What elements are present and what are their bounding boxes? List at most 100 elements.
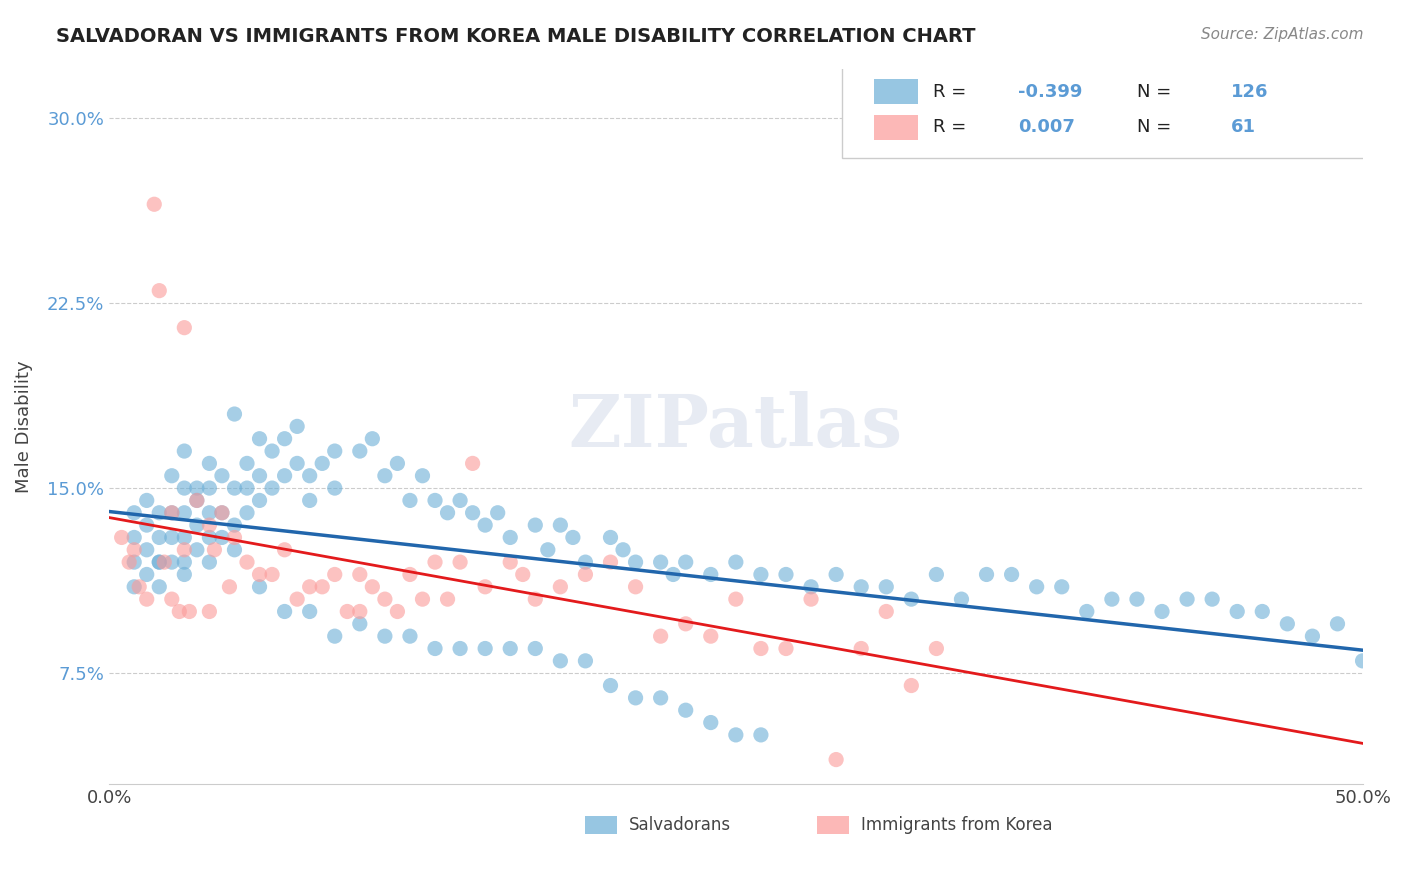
Y-axis label: Male Disability: Male Disability <box>15 360 32 492</box>
Point <box>236 457 259 471</box>
Point <box>273 468 295 483</box>
Point <box>323 481 346 495</box>
Point <box>1201 592 1223 607</box>
Point <box>775 641 797 656</box>
Point <box>724 592 747 607</box>
Point <box>851 580 873 594</box>
Point <box>198 531 221 545</box>
Text: R =: R = <box>932 119 972 136</box>
Point <box>724 728 747 742</box>
Point <box>374 629 396 643</box>
Point <box>273 432 295 446</box>
Point <box>900 679 922 693</box>
Point <box>800 592 823 607</box>
Point <box>599 555 621 569</box>
Point <box>285 457 308 471</box>
Point <box>160 506 183 520</box>
Point <box>423 641 446 656</box>
Bar <box>873 79 918 104</box>
Bar <box>585 816 617 834</box>
Point <box>399 567 422 582</box>
Point <box>374 468 396 483</box>
Point <box>700 715 723 730</box>
Point <box>537 542 560 557</box>
Point <box>574 654 596 668</box>
Point <box>749 641 772 656</box>
Point <box>1000 567 1022 582</box>
Point <box>1175 592 1198 607</box>
Point <box>925 641 948 656</box>
Point <box>148 531 170 545</box>
Point <box>825 753 848 767</box>
Point <box>298 580 321 594</box>
Text: Immigrants from Korea: Immigrants from Korea <box>862 816 1053 834</box>
Text: R =: R = <box>932 83 972 101</box>
Point <box>875 580 897 594</box>
Point <box>599 679 621 693</box>
Point <box>1101 592 1123 607</box>
Point <box>285 419 308 434</box>
Point <box>749 567 772 582</box>
Point <box>122 531 145 545</box>
Point <box>461 506 484 520</box>
Point <box>224 481 246 495</box>
Point <box>411 592 433 607</box>
Text: N =: N = <box>1137 83 1177 101</box>
Point <box>650 690 672 705</box>
Point <box>700 567 723 582</box>
Point <box>474 641 496 656</box>
Point <box>198 555 221 569</box>
Point <box>423 493 446 508</box>
Point <box>749 728 772 742</box>
Point <box>186 518 208 533</box>
Point <box>349 616 371 631</box>
Point <box>224 542 246 557</box>
Point <box>524 518 547 533</box>
Point <box>173 320 195 334</box>
Point <box>122 555 145 569</box>
Point <box>1025 580 1047 594</box>
Text: -0.399: -0.399 <box>1018 83 1083 101</box>
Point <box>236 555 259 569</box>
Point <box>198 481 221 495</box>
Point <box>374 592 396 607</box>
Point <box>323 444 346 458</box>
Point <box>1326 616 1348 631</box>
Point <box>550 518 572 533</box>
Point <box>186 493 208 508</box>
Point <box>612 542 634 557</box>
Point <box>135 518 157 533</box>
Point <box>574 567 596 582</box>
Bar <box>817 816 849 834</box>
Point <box>700 629 723 643</box>
Text: 61: 61 <box>1230 119 1256 136</box>
Point <box>550 580 572 594</box>
Point <box>323 629 346 643</box>
Point <box>211 506 233 520</box>
Text: 126: 126 <box>1230 83 1268 101</box>
Point <box>1251 605 1274 619</box>
Point <box>599 531 621 545</box>
Point <box>449 555 471 569</box>
Point <box>461 457 484 471</box>
Point <box>211 531 233 545</box>
Point <box>650 629 672 643</box>
Point <box>349 444 371 458</box>
Point <box>1277 616 1299 631</box>
Point <box>851 641 873 656</box>
Point <box>262 481 284 495</box>
Point <box>624 690 647 705</box>
Point <box>135 493 157 508</box>
Point <box>173 555 195 569</box>
Point <box>198 457 221 471</box>
Point <box>135 592 157 607</box>
Point <box>249 432 271 446</box>
Point <box>198 518 221 533</box>
Bar <box>873 115 918 140</box>
Text: Salvadorans: Salvadorans <box>630 816 731 834</box>
Point <box>624 580 647 594</box>
Point <box>361 580 384 594</box>
Point <box>160 506 183 520</box>
Point <box>122 506 145 520</box>
Point <box>449 493 471 508</box>
